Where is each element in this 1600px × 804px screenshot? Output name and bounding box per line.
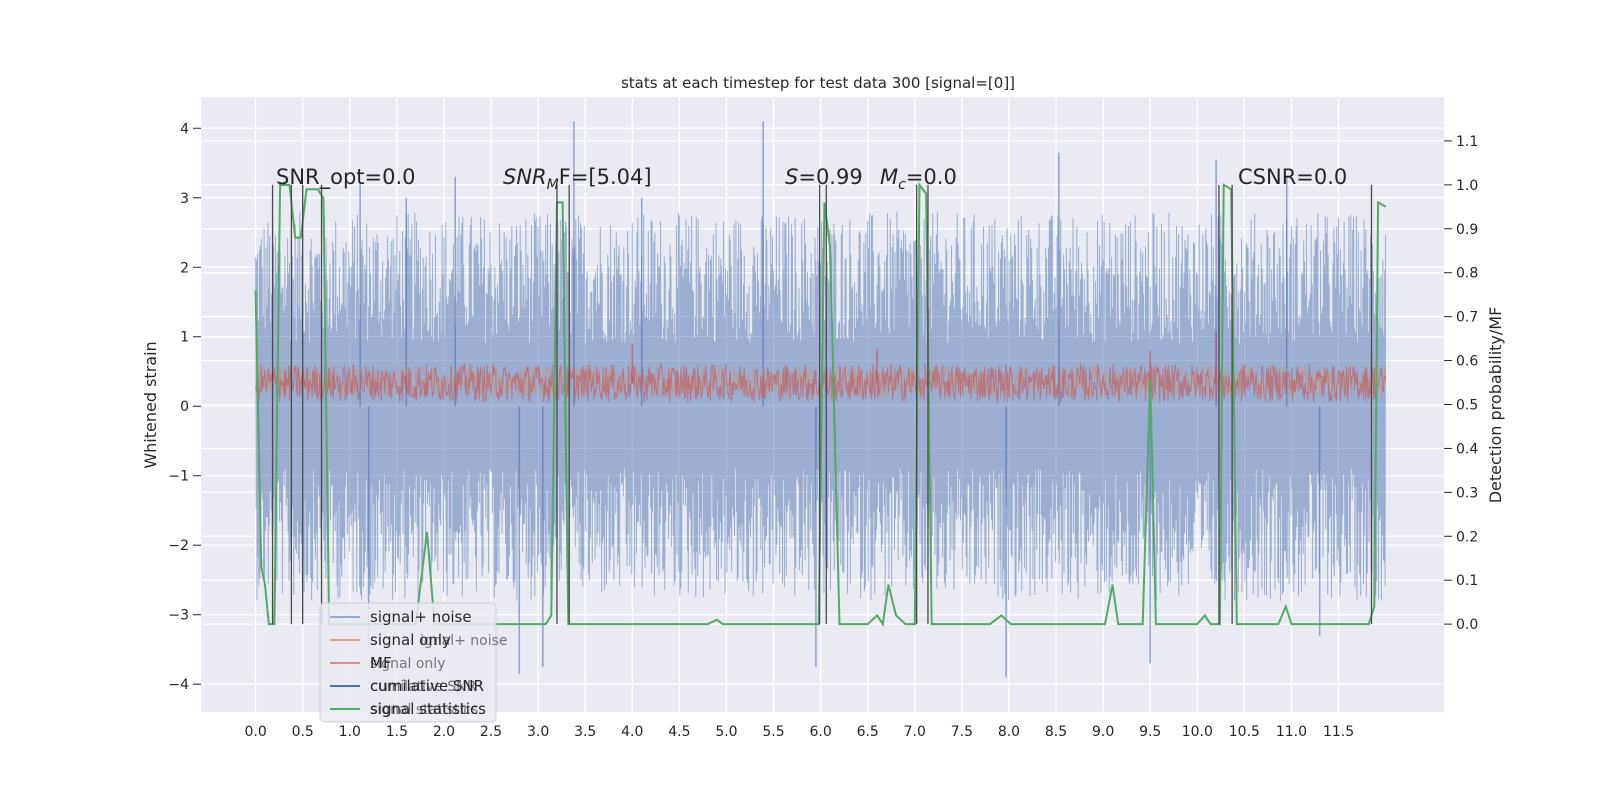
annotation-mc-sub: c	[898, 177, 906, 193]
x-tick-label: 9.0	[1092, 724, 1114, 740]
statistics-series-layer	[254, 181, 1387, 627]
y-tick-label: −3	[168, 608, 189, 624]
y-tick-label-right: 0.2	[1456, 529, 1478, 545]
x-tick-label: 10.5	[1229, 724, 1260, 740]
y-tick-label-right: 0.1	[1456, 573, 1478, 589]
annotation-snr-mf-base: SNR	[503, 165, 547, 189]
y-tick-label-right: 0.3	[1456, 485, 1478, 501]
y-tick-label: 3	[180, 191, 189, 207]
noise-series-layer	[255, 121, 1387, 678]
legend-ghost-entry: ignal+ noise	[420, 633, 508, 649]
y-tick-label: 4	[180, 121, 189, 137]
x-tick-label: 0.0	[244, 724, 266, 740]
y-tick-label: −1	[168, 469, 189, 485]
y-tick-label-right: 1.0	[1456, 178, 1478, 194]
legend-box	[319, 602, 497, 723]
y-tick-label: −2	[168, 538, 189, 554]
x-tick-label: 11.5	[1323, 724, 1354, 740]
y-tick-label: −4	[168, 677, 189, 693]
mf-series	[255, 363, 1387, 404]
x-tick-label: 7.5	[951, 724, 973, 740]
legend-ghost-entry: cumilative SNR	[370, 679, 477, 695]
tick-labels: 0.0 0.5 1.0 1.5 2.0 2.5 3.0 3.5 4.0 4.5 5.0 5.5 6.0 6…	[168, 121, 1478, 740]
annotation-s-value: =0.99	[798, 165, 862, 189]
annotation-csnr-value: 0.0	[1314, 165, 1347, 189]
x-tick-label: 8.5	[1045, 724, 1067, 740]
y-tick-label-right: 0.8	[1456, 266, 1478, 282]
x-tick-label: 9.5	[1139, 724, 1161, 740]
legend-label-mf: MF	[370, 654, 392, 672]
x-tick-label: 10.0	[1182, 724, 1213, 740]
x-tick-label: 3.0	[527, 724, 549, 740]
annotation-csnr: CSNR=0.0	[1238, 165, 1347, 189]
annotation-mc-label: M	[880, 165, 898, 189]
legend-label-signal-statistics: signal statistics	[370, 700, 486, 718]
annotation-mc: Mc=0.0	[880, 165, 957, 193]
x-tick-label: 0.5	[292, 724, 314, 740]
x-tick-label: 11.0	[1276, 724, 1307, 740]
chart-title: stats at each timestep for test data 300…	[621, 74, 1015, 92]
legend: ignal+ noise signal only cumilative SNR …	[319, 602, 508, 723]
x-tick-label: 7.0	[904, 724, 926, 740]
x-tick-label: 1.5	[386, 724, 408, 740]
y-tick-label-right: 0.4	[1456, 441, 1478, 457]
y-tick-label-right: 0.9	[1456, 222, 1478, 238]
y-tick-label-right: 0.6	[1456, 354, 1478, 370]
legend-label-signal-noise: signal+ noise	[370, 608, 472, 626]
y-tick-label-right: 0.5	[1456, 398, 1478, 414]
x-tick-label: 2.0	[433, 724, 455, 740]
x-tick-label: 2.5	[480, 724, 502, 740]
annotation-snr-mf: SNRMF=[5.04]	[503, 165, 652, 193]
x-tick-label: 5.5	[762, 724, 784, 740]
signal-statistics-line	[254, 181, 1387, 627]
y-tick-label: 1	[180, 330, 189, 346]
annotation-snr-opt: SNR_opt=0.0	[276, 165, 416, 190]
x-tick-label: 3.5	[574, 724, 596, 740]
legend-ghost-entry: signal statistics	[370, 702, 478, 718]
y-tick-label-right: 0.7	[1456, 310, 1478, 326]
y-tick-label: 0	[180, 399, 189, 415]
marker-lines	[271, 184, 1373, 625]
y-axis-label: Whitened strain	[141, 341, 160, 468]
annotation-mc-value: =0.0	[906, 165, 957, 189]
annotation-s: S=0.99	[785, 165, 863, 189]
annotation-snr-opt-value: 0.0	[382, 165, 415, 189]
y-tick-label-right: 1.1	[1456, 134, 1478, 150]
x-tick-label: 4.5	[668, 724, 690, 740]
x-tick-label: 6.5	[857, 724, 879, 740]
x-tick-label: 4.0	[621, 724, 643, 740]
legend-ghost-entry: signal only	[370, 656, 445, 672]
annotation-csnr-prefix: CSNR=	[1238, 165, 1314, 189]
legend-label-signal-only: signal only	[370, 631, 451, 649]
signal-noise-series	[255, 211, 1387, 601]
annotation-snr-mf-rest: F=[5.04]	[559, 165, 652, 189]
x-tick-label: 8.0	[998, 724, 1020, 740]
legend-label-cumulative-snr: cumilative SNR	[370, 677, 484, 695]
x-tick-label: 6.0	[809, 724, 831, 740]
legend-ghost: ignal+ noise signal only cumilative SNR …	[370, 633, 508, 718]
y-axis-label-right: Detection probability/MF	[1486, 307, 1505, 504]
x-tick-label: 5.0	[715, 724, 737, 740]
x-tick-label: 1.0	[339, 724, 361, 740]
annotation-snr-mf-sub: M	[547, 177, 559, 193]
annotation-s-label: S	[785, 165, 798, 189]
annotation-snr-opt-prefix: SNR_opt=	[276, 165, 382, 190]
y-tick-label-right: 0.0	[1456, 617, 1478, 633]
y-tick-label: 2	[180, 260, 189, 276]
